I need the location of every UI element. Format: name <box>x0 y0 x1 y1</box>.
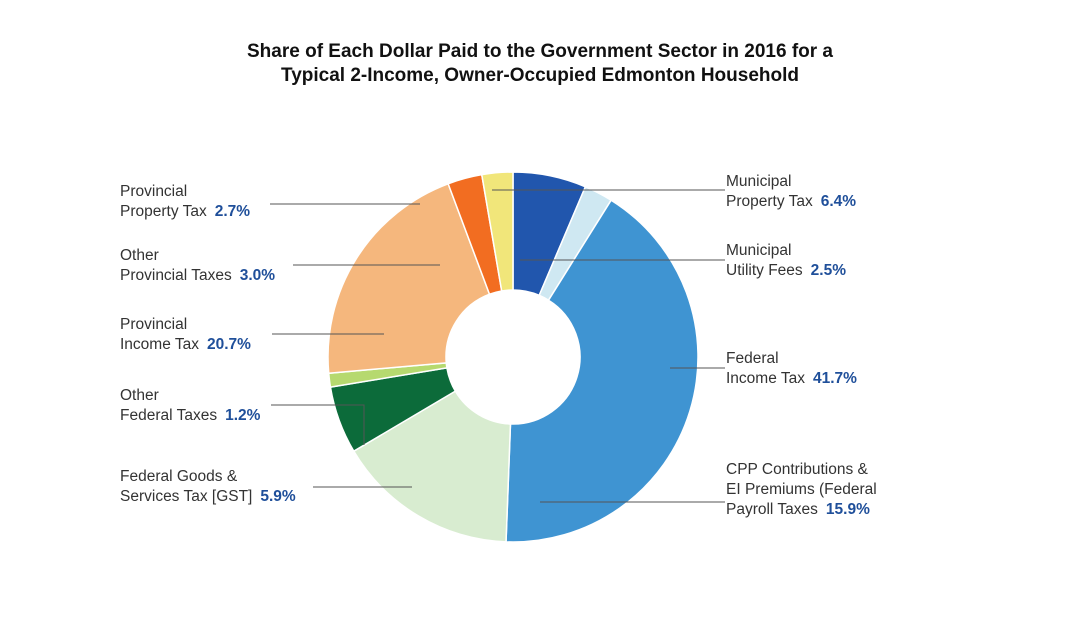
slice-label-3-line-1: EI Premiums (Federal <box>726 481 877 498</box>
slice-label-6-line-1: Income Tax 20.7% <box>120 336 251 353</box>
slice-label-5-line-1: Federal Taxes 1.2% <box>120 407 261 424</box>
slice-percent-2: 41.7% <box>813 370 857 387</box>
slice-label-7-line-1: Provincial Taxes 3.0% <box>120 267 275 284</box>
donut-slices <box>327 171 699 543</box>
slice-label-5-line-0: Other <box>120 387 159 404</box>
chart-title-line-2: Typical 2-Income, Owner-Occupied Edmonto… <box>281 65 799 86</box>
slice-percent-3: 15.9% <box>826 501 870 518</box>
slice-label-2-line-1: Income Tax 41.7% <box>726 370 857 387</box>
chart-title-line-1: Share of Each Dollar Paid to the Governm… <box>247 41 833 62</box>
slice-percent-5: 1.2% <box>225 407 261 424</box>
slice-label-4-line-0: Federal Goods & <box>120 468 238 485</box>
slice-label-4-line-1: Services Tax [GST] 5.9% <box>120 488 296 505</box>
leader-line-5 <box>271 404 365 445</box>
slice-label-1-line-0: Municipal <box>726 242 791 259</box>
slice-percent-8: 2.7% <box>215 203 251 220</box>
leader-lines <box>270 189 725 503</box>
chart-title: Share of Each Dollar Paid to the Governm… <box>0 40 1080 88</box>
slice-percent-6: 20.7% <box>207 336 251 353</box>
slice-2 <box>505 199 699 543</box>
slice-percent-0: 6.4% <box>821 193 857 210</box>
slice-labels: Municipal Property Tax 6.4% Municipal Utilit… <box>120 173 877 518</box>
slice-label-7-line-0: Other <box>120 247 159 264</box>
slice-percent-4: 5.9% <box>260 488 296 505</box>
slice-label-0-line-0: Municipal <box>726 173 791 190</box>
slice-label-3-line-2: Payroll Taxes 15.9% <box>726 501 870 518</box>
slice-percent-7: 3.0% <box>240 267 276 284</box>
slice-label-8-line-0: Provincial <box>120 183 187 200</box>
slice-label-0-line-1: Property Tax 6.4% <box>726 193 856 210</box>
slice-label-1-line-1: Utility Fees 2.5% <box>726 262 846 279</box>
slice-label-6-line-0: Provincial <box>120 316 187 333</box>
slice-label-8-line-1: Property Tax 2.7% <box>120 203 250 220</box>
slice-8 <box>480 171 514 292</box>
slice-percent-1: 2.5% <box>811 262 847 279</box>
slice-label-2-line-0: Federal <box>726 350 779 367</box>
slice-6 <box>327 182 491 375</box>
slice-label-3-line-0: CPP Contributions & <box>726 461 869 478</box>
